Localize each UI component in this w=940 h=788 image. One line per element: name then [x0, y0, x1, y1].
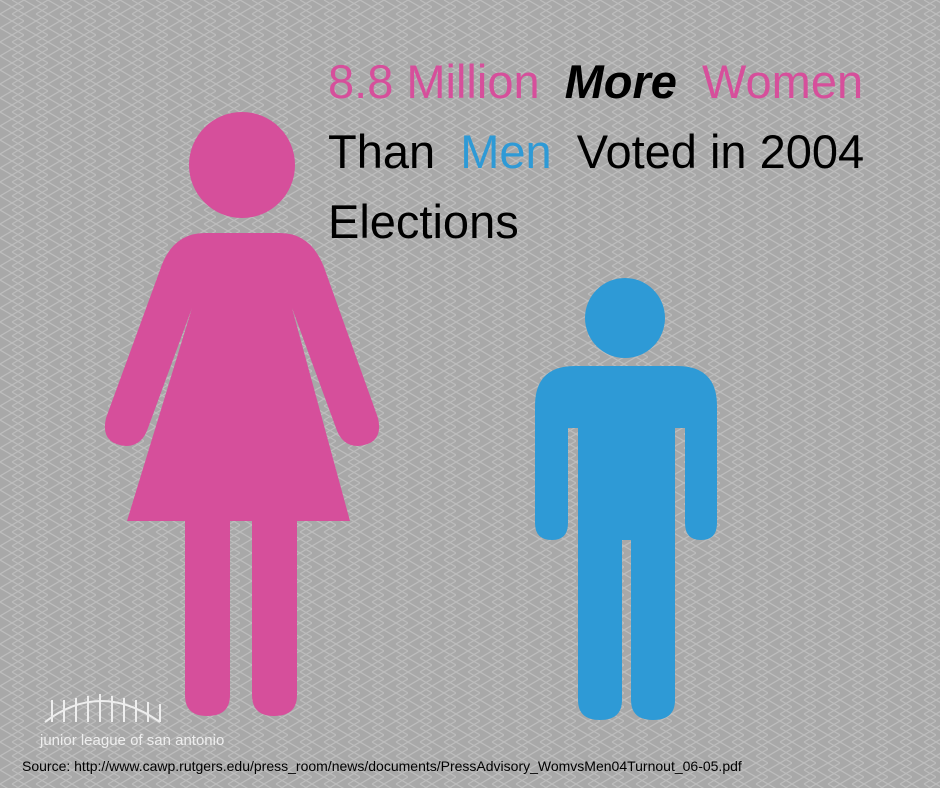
headline-emphasis: More	[565, 55, 677, 108]
source: Source: http://www.cawp.rutgers.edu/pres…	[22, 758, 742, 774]
headline-text: Voted in 2004	[577, 125, 865, 178]
woman-figure	[104, 112, 380, 716]
headline-line-2: Than Men Voted in 2004	[328, 125, 864, 178]
headline-text: 8.8 Million	[328, 55, 540, 108]
logo-mark	[44, 694, 161, 723]
headline-line-3: Elections	[328, 195, 519, 248]
headline-text: Men	[460, 125, 551, 178]
headline-line-1: 8.8 Million More Women	[328, 55, 863, 108]
headline-text: Women	[702, 55, 863, 108]
logo-text: junior league of san antonio	[39, 732, 224, 749]
man-figure	[535, 278, 717, 720]
headline-text: Than	[328, 125, 435, 178]
